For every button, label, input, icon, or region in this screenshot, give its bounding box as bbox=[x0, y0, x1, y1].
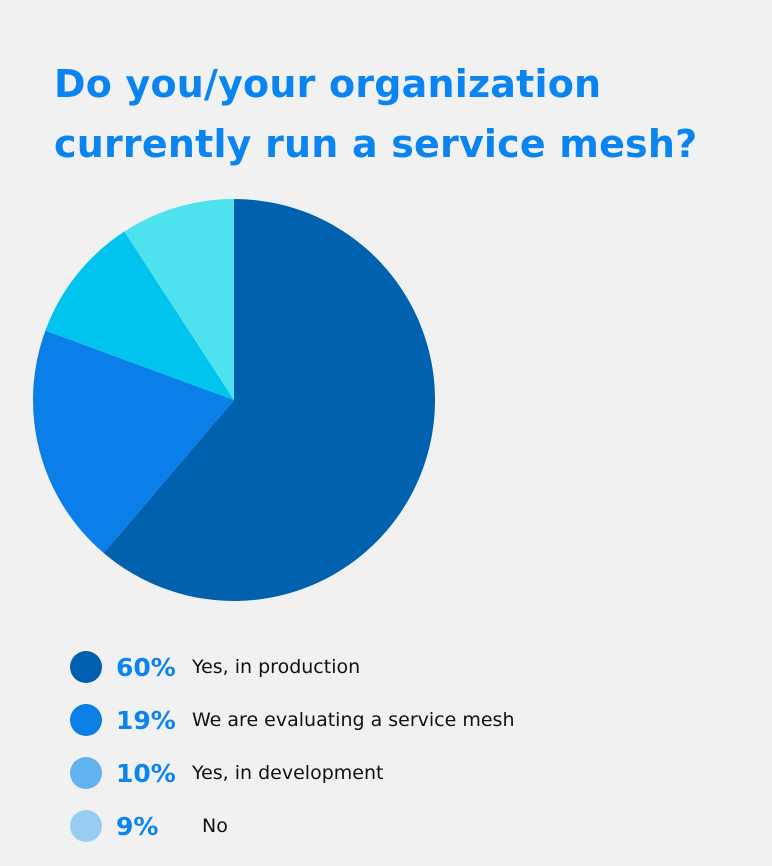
legend-label: Yes, in production bbox=[192, 656, 361, 678]
legend-item: 9% No bbox=[70, 809, 228, 843]
legend-label: Yes, in development bbox=[192, 762, 384, 784]
chart-title: Do you/your organization currently run a… bbox=[54, 62, 698, 166]
legend-percent: 19% bbox=[116, 705, 176, 735]
legend-percent: 10% bbox=[116, 758, 176, 788]
legend-swatch bbox=[70, 704, 102, 736]
pie-slice-0 bbox=[103, 199, 435, 601]
legend-swatch bbox=[70, 810, 102, 842]
legend-percent: 60% bbox=[116, 652, 176, 682]
legend-item: 60% Yes, in production bbox=[70, 650, 360, 684]
pie-slice-1 bbox=[33, 330, 234, 554]
legend-swatch bbox=[70, 651, 102, 683]
legend-percent: 9% bbox=[116, 811, 159, 841]
legend-label: No bbox=[202, 815, 228, 837]
legend-label: We are evaluating a service mesh bbox=[192, 709, 515, 731]
pie-slice-2 bbox=[45, 231, 235, 400]
legend-item: 10% Yes, in development bbox=[70, 756, 383, 790]
pie-slice-3 bbox=[124, 199, 234, 400]
legend-item: 19% We are evaluating a service mesh bbox=[70, 703, 515, 737]
legend-swatch bbox=[70, 757, 102, 789]
